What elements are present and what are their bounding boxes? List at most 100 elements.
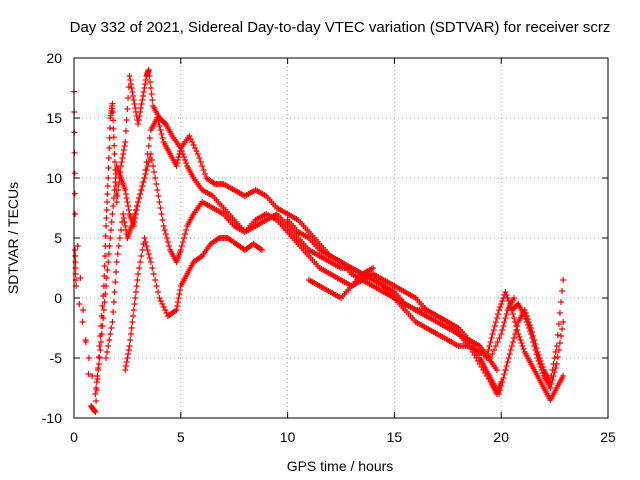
x-tick-label: 10 — [280, 429, 296, 445]
data-point — [179, 239, 186, 245]
data-point — [160, 304, 167, 310]
data-point — [145, 143, 152, 149]
data-point — [129, 219, 136, 225]
data-point — [105, 343, 112, 349]
data-point — [95, 361, 102, 367]
data-point — [105, 251, 112, 257]
data-point — [141, 175, 148, 181]
data-point — [130, 215, 137, 221]
data-point — [156, 199, 163, 205]
series-track-e — [284, 217, 500, 373]
data-point — [130, 97, 137, 103]
data-point — [553, 343, 560, 349]
data-point — [509, 339, 516, 345]
data-point — [155, 289, 162, 295]
data-point — [112, 179, 119, 185]
data-point — [155, 193, 162, 199]
data-point — [491, 323, 498, 329]
data-point — [504, 359, 511, 365]
data-point — [111, 159, 118, 165]
data-point — [121, 219, 128, 225]
data-point — [142, 81, 149, 87]
data-point — [162, 307, 169, 313]
data-point — [153, 283, 160, 289]
data-point — [548, 381, 555, 387]
data-point — [136, 265, 143, 271]
data-point — [124, 106, 131, 112]
data-point — [511, 295, 518, 301]
data-point — [133, 283, 140, 289]
data-point — [162, 231, 169, 237]
data-point — [150, 163, 157, 169]
data-point — [102, 233, 109, 239]
data-point — [105, 165, 112, 171]
data-point — [160, 223, 167, 229]
data-point — [164, 239, 171, 245]
data-point — [558, 333, 565, 339]
data-point — [146, 135, 153, 141]
data-point — [520, 346, 527, 352]
data-point — [499, 298, 506, 304]
data-point — [523, 319, 530, 325]
data-point — [104, 199, 111, 205]
data-point — [498, 331, 505, 337]
data-point — [145, 159, 152, 165]
data-point — [126, 343, 133, 349]
data-point — [82, 337, 89, 343]
data-point — [124, 355, 131, 361]
data-point — [177, 145, 184, 151]
data-point — [550, 373, 557, 379]
data-point — [141, 235, 148, 241]
x-tick-label: 20 — [493, 429, 509, 445]
data-point — [92, 391, 99, 397]
data-point — [124, 199, 131, 205]
data-point — [128, 85, 135, 91]
data-point — [144, 163, 151, 169]
data-point — [489, 331, 496, 337]
data-point — [104, 349, 111, 355]
data-point — [112, 279, 119, 285]
data-point — [127, 77, 134, 83]
data-point — [134, 203, 141, 209]
chart-title: Day 332 of 2021, Sidereal Day-to-day VTE… — [70, 19, 611, 36]
data-point — [490, 327, 497, 333]
data-point — [145, 251, 152, 257]
data-point — [511, 335, 518, 341]
data-point — [114, 193, 121, 199]
data-point — [152, 175, 159, 181]
data-point — [494, 339, 501, 345]
data-point — [496, 307, 503, 313]
data-point — [128, 223, 135, 229]
data-point — [110, 117, 117, 124]
data-point — [98, 331, 105, 337]
data-point — [494, 311, 501, 317]
data-point — [85, 371, 92, 377]
data-point — [496, 335, 503, 341]
data-point — [95, 367, 102, 373]
data-point — [175, 154, 182, 160]
data-point — [142, 77, 149, 83]
data-point — [499, 379, 506, 385]
data-point — [142, 171, 149, 177]
data-point — [151, 169, 158, 175]
data-point — [175, 295, 182, 301]
data-point — [512, 331, 519, 337]
data-point — [71, 149, 78, 156]
data-point — [501, 371, 508, 377]
data-point — [100, 315, 107, 321]
data-point — [122, 363, 129, 369]
data-point — [125, 203, 132, 209]
data-point — [106, 135, 113, 141]
data-point — [508, 343, 515, 349]
data-point — [93, 385, 100, 391]
data-point — [96, 355, 103, 361]
data-point — [123, 117, 130, 123]
data-point — [91, 408, 98, 414]
data-point — [72, 211, 79, 217]
data-point — [122, 191, 129, 197]
data-point — [104, 183, 111, 189]
data-point — [141, 85, 148, 91]
data-point — [552, 365, 559, 371]
data-point — [516, 334, 523, 340]
data-point — [109, 211, 116, 217]
